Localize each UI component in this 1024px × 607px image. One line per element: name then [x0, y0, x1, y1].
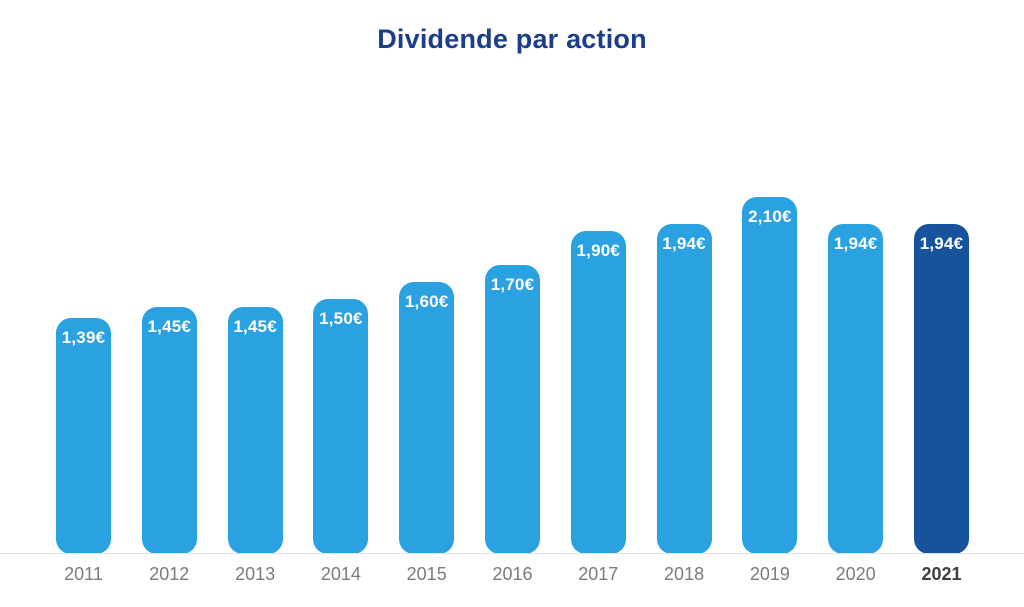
bar-value-label: 1,94€ [833, 234, 878, 253]
bar-value-label: 1,45€ [233, 317, 277, 336]
bar-2015: 1,60€ [399, 282, 455, 554]
bar-2016: 1,70€ [484, 265, 540, 554]
bar-2012: 1,45€ [141, 307, 197, 554]
bar-value-label: 1,45€ [147, 317, 192, 336]
x-tick-2014: 2014 [320, 564, 361, 584]
bar-value-label: 1,50€ [319, 309, 363, 328]
bar-2018: 1,94€ [656, 224, 712, 554]
bar-2020: 1,94€ [828, 224, 884, 554]
x-tick-2016: 2016 [492, 564, 533, 584]
bar-value-label: 1,39€ [61, 328, 106, 347]
bar-value-label: 1,60€ [404, 292, 449, 311]
bar-value-label: 1,90€ [576, 241, 621, 260]
x-tick-2015: 2015 [406, 564, 447, 584]
bar-2021: 1,94€ [913, 224, 969, 554]
bar-2013: 1,45€ [227, 307, 283, 554]
x-axis-labels: 2011 2012 2013 2014 2015 2016 2017 2018 2019 2020… [56, 564, 969, 585]
bar-value-label: 2,10€ [748, 207, 792, 226]
x-tick-2013: 2013 [235, 564, 276, 584]
bar-value-label: 1,70€ [490, 275, 535, 294]
bar-value-label: 1,94€ [919, 234, 964, 253]
x-tick-2017: 2017 [578, 564, 619, 584]
bar-2017: 1,90€ [570, 231, 626, 554]
x-tick-2011: 2011 [64, 564, 103, 584]
chart-title: Dividende par action [377, 24, 647, 54]
x-tick-2012: 2012 [149, 564, 190, 584]
bars-container: 1,39€ 1,45€ 1,45€ 1,50€ 1,60€ 1,70€ 1,90€ 1,94€… [56, 0, 969, 554]
bar-value-label: 1,94€ [662, 234, 706, 253]
bar-2019: 2,10€ [742, 197, 798, 554]
x-tick-2020: 2020 [835, 564, 876, 584]
bar-2014: 1,50€ [313, 299, 369, 554]
x-tick-2019: 2019 [749, 564, 790, 584]
bar-2011: 1,39€ [56, 318, 111, 554]
x-tick-2021: 2021 [921, 564, 962, 584]
x-tick-2018: 2018 [664, 564, 705, 584]
x-axis-line [0, 553, 1024, 554]
